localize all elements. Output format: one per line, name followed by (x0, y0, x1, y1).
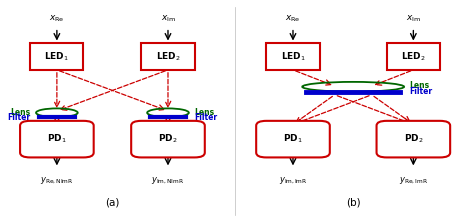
Text: Lens: Lens (194, 108, 215, 117)
Text: PD$_2$: PD$_2$ (158, 133, 178, 145)
Text: Filter: Filter (8, 113, 30, 122)
Text: Lens: Lens (10, 108, 30, 117)
FancyBboxPatch shape (131, 121, 205, 157)
Text: LED$_2$: LED$_2$ (155, 51, 181, 63)
FancyBboxPatch shape (20, 121, 94, 157)
FancyBboxPatch shape (256, 121, 330, 157)
FancyBboxPatch shape (266, 43, 319, 70)
Text: PD$_1$: PD$_1$ (47, 133, 67, 145)
Text: LED$_2$: LED$_2$ (401, 51, 426, 63)
Text: PD$_1$: PD$_1$ (283, 133, 303, 145)
Text: $y_{\mathrm{Im,ImR}}$: $y_{\mathrm{Im,ImR}}$ (279, 175, 307, 186)
Text: $x_{\mathrm{Re}}$: $x_{\mathrm{Re}}$ (285, 14, 301, 24)
Text: LED$_1$: LED$_1$ (281, 51, 305, 63)
Text: $x_{\mathrm{Im}}$: $x_{\mathrm{Im}}$ (406, 14, 421, 24)
Text: $x_{\mathrm{Im}}$: $x_{\mathrm{Im}}$ (161, 14, 175, 24)
Text: Filter: Filter (194, 113, 218, 122)
FancyBboxPatch shape (387, 43, 440, 70)
Text: Filter: Filter (410, 87, 433, 96)
FancyBboxPatch shape (30, 43, 83, 70)
Text: PD$_2$: PD$_2$ (403, 133, 423, 145)
Text: $y_{\mathrm{Re,NImR}}$: $y_{\mathrm{Re,NImR}}$ (40, 175, 73, 186)
Text: Lens: Lens (410, 81, 430, 90)
Text: (b): (b) (346, 198, 361, 208)
Text: LED$_1$: LED$_1$ (45, 51, 69, 63)
Text: $y_{\mathrm{Im,NImR}}$: $y_{\mathrm{Im,NImR}}$ (152, 175, 184, 186)
Text: $y_{\mathrm{Re,ImR}}$: $y_{\mathrm{Re,ImR}}$ (399, 175, 428, 186)
Text: $x_{\mathrm{Re}}$: $x_{\mathrm{Re}}$ (49, 14, 64, 24)
Text: (a): (a) (105, 198, 119, 208)
FancyBboxPatch shape (141, 43, 195, 70)
FancyBboxPatch shape (376, 121, 450, 157)
